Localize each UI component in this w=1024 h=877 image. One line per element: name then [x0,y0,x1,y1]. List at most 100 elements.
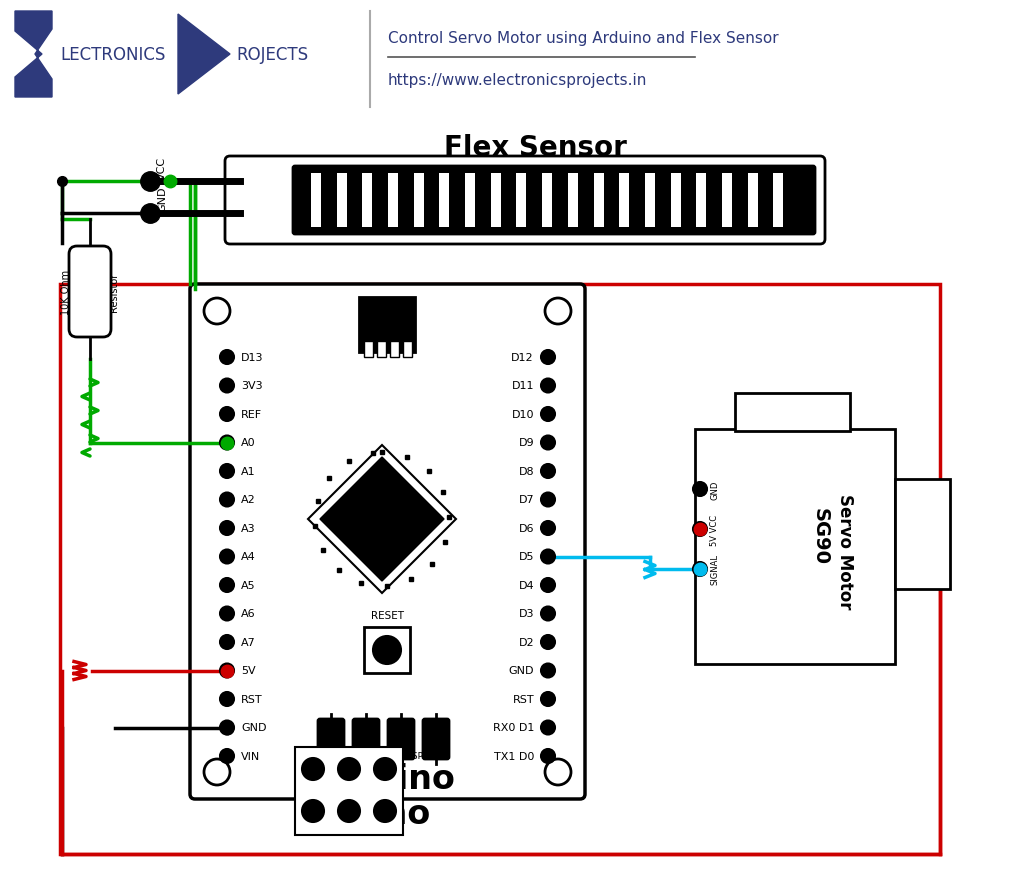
Text: GND: GND [710,480,719,499]
Text: https://www.electronicsprojects.in: https://www.electronicsprojects.in [388,73,647,88]
Circle shape [541,493,555,507]
Polygon shape [15,12,52,98]
FancyBboxPatch shape [388,719,414,759]
Text: D8: D8 [518,467,534,476]
Circle shape [541,664,555,678]
Text: A3: A3 [241,524,256,533]
Text: RST: RST [241,695,262,704]
Circle shape [338,800,360,822]
Text: SG90: SG90 [811,508,829,565]
Text: D3: D3 [518,609,534,619]
Text: Control Servo Motor using Arduino and Flex Sensor: Control Servo Motor using Arduino and Fl… [388,31,778,46]
Circle shape [220,635,234,649]
Circle shape [220,578,234,592]
Bar [516,174,526,228]
Circle shape [541,351,555,365]
Circle shape [338,758,360,781]
Bar [620,174,629,228]
Circle shape [220,379,234,393]
Text: A7: A7 [241,638,256,647]
Text: LECTRONICS: LECTRONICS [60,46,165,64]
Circle shape [541,749,555,763]
Bar [695,430,895,664]
Text: ICSP: ICSP [403,751,423,760]
Circle shape [220,664,234,678]
Circle shape [541,635,555,649]
Circle shape [541,465,555,479]
Circle shape [220,522,234,535]
Bar [594,174,603,228]
Bar [362,174,373,228]
Circle shape [220,493,234,507]
Bar [568,174,578,228]
Text: D4: D4 [518,581,534,590]
Circle shape [693,482,707,496]
Circle shape [541,721,555,735]
Bar [388,174,398,228]
Text: 5V VCC: 5V VCC [710,514,719,545]
Text: 5V: 5V [241,666,256,676]
FancyBboxPatch shape [69,246,111,338]
Text: Flex Sensor: Flex Sensor [443,134,627,162]
Bar [364,342,373,358]
Bar [377,342,386,358]
Text: GND: GND [509,666,534,676]
Text: D2: D2 [518,638,534,647]
FancyBboxPatch shape [353,719,379,759]
Text: A2: A2 [241,495,256,505]
Text: A6: A6 [241,609,256,619]
Text: REF: REF [241,410,262,419]
Bar [671,174,681,228]
Text: A5: A5 [241,581,256,590]
FancyBboxPatch shape [293,167,815,235]
Circle shape [220,749,234,763]
Circle shape [220,607,234,621]
Circle shape [541,578,555,592]
Bar [645,174,655,228]
Circle shape [374,800,396,822]
Text: GND: GND [157,186,167,211]
Text: D5: D5 [518,552,534,562]
Text: A4: A4 [241,552,256,562]
Bar [390,342,399,358]
Text: A1: A1 [241,467,256,476]
Bar [364,627,410,674]
Circle shape [545,759,571,785]
Bar [748,174,758,228]
Bar [773,174,783,228]
Bar [359,297,415,353]
Circle shape [541,379,555,393]
Text: RX0 D1: RX0 D1 [493,723,534,732]
Circle shape [204,299,230,324]
FancyBboxPatch shape [190,285,585,799]
Bar [735,394,850,431]
Text: D13: D13 [241,353,263,362]
Bar [696,174,707,228]
Circle shape [220,465,234,479]
Circle shape [541,550,555,564]
Text: Resistor: Resistor [109,273,119,311]
Bar [542,174,552,228]
Circle shape [541,522,555,535]
Bar [439,174,450,228]
Circle shape [220,408,234,422]
Bar [60,285,940,854]
Bar [490,174,501,228]
Circle shape [541,607,555,621]
Bar [311,174,321,228]
Circle shape [693,562,707,576]
Circle shape [541,436,555,450]
Circle shape [220,351,234,365]
Circle shape [373,637,401,664]
Text: D11: D11 [512,381,534,391]
Text: TX1 D0: TX1 D0 [494,751,534,761]
Polygon shape [321,458,444,581]
Bar [465,174,475,228]
Circle shape [220,436,234,450]
FancyBboxPatch shape [318,719,344,759]
Circle shape [220,721,234,735]
Circle shape [302,758,324,781]
Circle shape [204,759,230,785]
Bar [895,480,950,589]
Bar [337,174,347,228]
